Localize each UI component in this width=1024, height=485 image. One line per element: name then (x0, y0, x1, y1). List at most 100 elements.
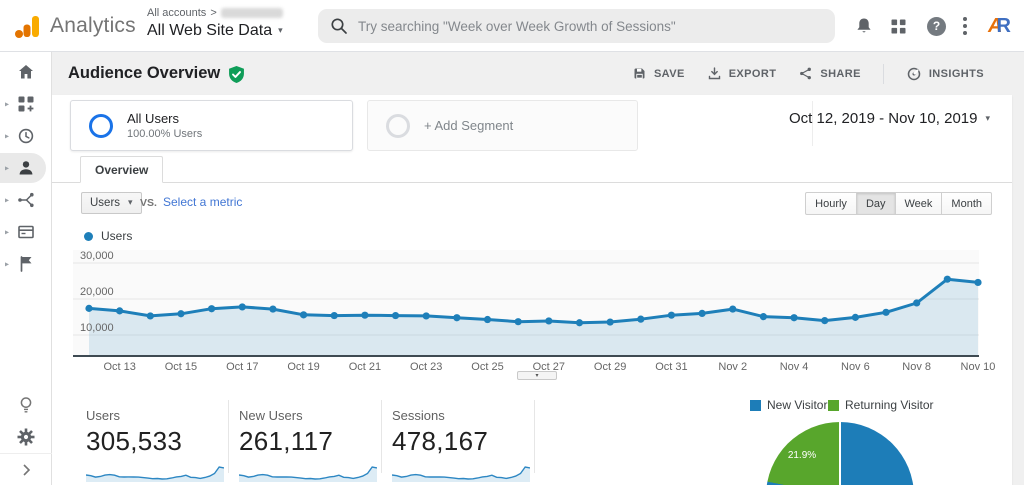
metric-label: Users (86, 408, 120, 423)
legend-dot-icon (84, 231, 93, 241)
sparkline (86, 466, 224, 482)
sidebar-item-audience[interactable]: ▸ (0, 152, 51, 184)
person-icon (19, 161, 32, 175)
add-segment-label: + Add Segment (424, 118, 514, 133)
sidebar-item-home[interactable] (0, 56, 51, 88)
flag-icon (20, 256, 31, 272)
property-name: All Web Site Data (147, 22, 273, 39)
search-icon (331, 18, 347, 34)
annotations-toggle[interactable]: ▾ (517, 371, 557, 380)
x-axis-tick: Oct 23 (410, 361, 443, 373)
tab-overview[interactable]: Overview (80, 156, 164, 183)
save-button[interactable]: SAVE (632, 66, 685, 81)
gear-icon (17, 428, 35, 446)
property-selector[interactable]: All Web Site Data ▾ (147, 22, 283, 40)
segment-subtitle: 100.00% Users (127, 128, 203, 140)
sparkline (392, 466, 530, 482)
grid-icon (891, 19, 906, 33)
chart-legend: Users (84, 229, 132, 243)
legend-square-icon (750, 399, 761, 411)
sidebar-item-conversions[interactable]: ▸ (0, 248, 51, 280)
account-name-redacted (220, 8, 283, 18)
help-button[interactable]: ? (927, 0, 946, 52)
x-axis-tick: Oct 13 (103, 361, 136, 373)
clock-icon (18, 128, 33, 144)
metric-value: 478,167 (392, 426, 489, 456)
pie-legend-new-visitor: New Visitor (750, 398, 827, 412)
pie-data-label: 21.9% (787, 450, 817, 461)
chevron-down-icon: ▾ (985, 113, 990, 124)
x-axis-tick: Oct 17 (226, 361, 259, 373)
lightbulb-icon (20, 397, 32, 413)
acquisition-icon (17, 192, 34, 208)
metric-value: 305,533 (86, 426, 183, 456)
page-title: Audience Overview (68, 64, 221, 82)
users-line-chart: 10,000 20,000 30,000 Oct 13 Oct 15 Oct 17 Oct … (60, 248, 1012, 378)
insights-icon (907, 67, 921, 80)
share-icon (800, 67, 812, 80)
breadcrumb: All accounts > All Web Site Data ▾ (147, 7, 283, 40)
sidebar-item-customization[interactable]: ▸ (0, 88, 51, 120)
sparkline (239, 466, 377, 482)
share-button[interactable]: SHARE (798, 66, 861, 81)
x-axis-tick: Nov 2 (718, 361, 748, 373)
insights-button[interactable]: INSIGHTS (906, 66, 984, 82)
y-axis-tick: 30,000 (80, 250, 114, 262)
x-axis-tick: Oct 15 (164, 361, 198, 373)
breadcrumb-accounts: All accounts (147, 7, 207, 19)
help-icon: ? (927, 16, 946, 36)
sidebar-item-acquisition[interactable]: ▸ (0, 184, 51, 216)
vs-label: VS. (140, 197, 157, 209)
analytics-logo-icon[interactable] (14, 13, 41, 40)
add-segment-button[interactable]: + Add Segment (367, 100, 638, 151)
kebab-icon (963, 17, 967, 35)
collapse-nav-button[interactable] (0, 453, 52, 485)
top-header: Analytics All accounts > All Web Site Da… (0, 0, 1024, 52)
y-axis-tick: 10,000 (80, 322, 114, 334)
metric-dropdown[interactable]: Users ▾ (81, 192, 142, 214)
divider (228, 400, 229, 473)
legend-square-icon (828, 399, 839, 411)
home-icon (18, 65, 33, 79)
search-bar (318, 9, 835, 43)
granularity-month[interactable]: Month (941, 192, 992, 215)
date-range-picker[interactable]: Oct 12, 2019 - Nov 10, 2019 ▾ (789, 110, 990, 127)
sidebar-item-attribution[interactable] (0, 389, 52, 421)
sidebar-item-admin[interactable] (0, 421, 52, 453)
sidebar-item-realtime[interactable]: ▸ (0, 120, 51, 152)
pie-slice-divider (839, 422, 841, 485)
notifications-button[interactable] (854, 0, 874, 52)
granularity-hourly[interactable]: Hourly (805, 192, 857, 215)
line-chart-svg (73, 250, 982, 357)
x-axis-tick: Oct 31 (655, 361, 688, 373)
sidebar-item-behavior[interactable]: ▸ (0, 216, 51, 248)
metric-users: Users 305,533 (86, 408, 228, 482)
x-axis-tick: Oct 21 (348, 361, 382, 373)
segment-title: All Users (127, 111, 180, 126)
bell-icon (857, 18, 871, 33)
export-button[interactable]: EXPORT (707, 66, 777, 81)
granularity-week[interactable]: Week (894, 192, 943, 215)
search-input[interactable] (358, 18, 823, 34)
x-axis-tick: Nov 4 (779, 361, 809, 373)
y-axis-tick: 20,000 (80, 286, 114, 298)
tab-bar: Overview (52, 151, 1012, 183)
report-panel: All Users 100.00% Users + Add Segment Oc… (52, 95, 1012, 485)
more-options-button[interactable] (963, 0, 967, 52)
chevron-right-icon (23, 463, 31, 476)
x-axis-tick: Oct 25 (471, 361, 504, 373)
left-nav: ▸ ▸ ▸ ▸ (0, 52, 52, 485)
x-axis-tick: Oct 29 (593, 361, 627, 373)
report-actions: SAVE EXPORT SHARE (632, 63, 984, 84)
segment-all-users[interactable]: All Users 100.00% Users (70, 100, 353, 151)
select-metric-link[interactable]: Select a metric (163, 195, 243, 209)
granularity-day[interactable]: Day (855, 192, 896, 215)
metric-sessions: Sessions 478,167 (392, 408, 534, 482)
save-icon (634, 68, 645, 79)
x-axis-tick: Nov 8 (902, 361, 932, 373)
divider (882, 63, 884, 84)
apps-grid-button[interactable] (890, 0, 907, 52)
metric-value: 261,117 (239, 426, 334, 456)
